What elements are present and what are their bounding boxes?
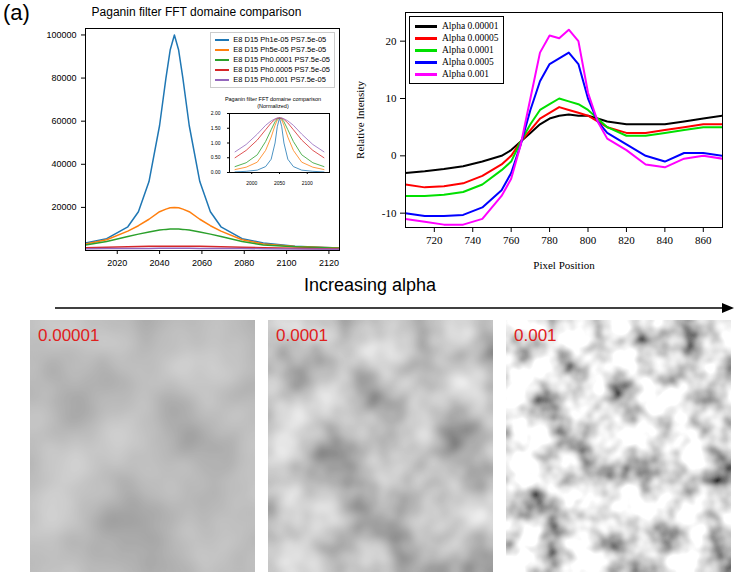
html-text:E8 D15 Ph0.001 PS7.5e-05: E8 D15 Ph0.001 PS7.5e-05 — [233, 75, 326, 84]
svg-text:780: 780 — [541, 234, 558, 246]
svg-text:2050: 2050 — [274, 180, 285, 186]
svg-text:80000: 80000 — [51, 73, 76, 83]
html-text:0.00001: 0.00001 — [38, 326, 100, 345]
html-text:0.0001: 0.0001 — [276, 326, 328, 345]
html-text:E8 D15 Ph0.0005 PS7.5e-05: E8 D15 Ph0.0005 PS7.5e-05 — [233, 65, 330, 74]
svg-text:2000: 2000 — [246, 180, 257, 186]
html-text:Increasing alpha: Increasing alpha — [304, 275, 436, 295]
svg-text:2080: 2080 — [234, 258, 254, 268]
svg-text:2040: 2040 — [150, 258, 170, 268]
svg-text:20000: 20000 — [51, 202, 76, 212]
svg-text:2120: 2120 — [319, 258, 339, 268]
html-text:Paganin filter FFT domaine com: Paganin filter FFT domaine comparison (N… — [224, 96, 322, 109]
svg-text:800: 800 — [580, 234, 597, 246]
svg-text:10: 10 — [386, 92, 398, 104]
svg-text:1.50: 1.50 — [211, 125, 221, 131]
html-text:(a): (a) — [3, 0, 30, 25]
svg-text:-10: -10 — [382, 207, 397, 219]
svg-text:100000: 100000 — [46, 30, 76, 40]
svg-text:40000: 40000 — [51, 159, 76, 169]
html-text:0.001: 0.001 — [514, 326, 557, 345]
html-text:Alpha 0.001: Alpha 0.001 — [442, 69, 489, 79]
svg-text:2.00: 2.00 — [211, 110, 221, 116]
svg-text:860: 860 — [695, 234, 712, 246]
html-text:Alpha 0.0005: Alpha 0.0005 — [442, 57, 494, 67]
html-text:E8 D15 Ph1e-05 PS7.5e-05: E8 D15 Ph1e-05 PS7.5e-05 — [233, 35, 327, 44]
svg-text:760: 760 — [503, 234, 520, 246]
svg-text:0.50: 0.50 — [211, 154, 221, 160]
svg-text:1.00: 1.00 — [211, 140, 221, 146]
html-text:Alpha 0.0001: Alpha 0.0001 — [442, 45, 494, 55]
html-text:Alpha 0.00001: Alpha 0.00001 — [442, 21, 499, 31]
svg-text:Pixel Position: Pixel Position — [533, 259, 595, 271]
html-text:E8 D15 Ph0.0001 PS7.5e-05: E8 D15 Ph0.0001 PS7.5e-05 — [233, 55, 330, 64]
svg-text:740: 740 — [464, 234, 481, 246]
html-text:Alpha 0.00005: Alpha 0.00005 — [442, 33, 499, 43]
svg-text:0: 0 — [391, 149, 397, 161]
svg-text:2100: 2100 — [277, 258, 297, 268]
svg-text:0.00: 0.00 — [211, 169, 221, 175]
svg-text:Relative Intensity: Relative Intensity — [354, 81, 366, 159]
html-text:E8 D15 Ph5e-05 PS7.5e-05: E8 D15 Ph5e-05 PS7.5e-05 — [233, 45, 327, 54]
svg-text:2020: 2020 — [107, 258, 127, 268]
svg-text:20: 20 — [386, 35, 398, 47]
html-text:Paganin filter FFT domaine com: Paganin filter FFT domaine comparison — [91, 5, 302, 19]
svg-text:60000: 60000 — [51, 116, 76, 126]
svg-text:2100: 2100 — [302, 180, 313, 186]
svg-text:720: 720 — [426, 234, 443, 246]
svg-text:2060: 2060 — [192, 258, 212, 268]
svg-text:840: 840 — [657, 234, 674, 246]
svg-text:820: 820 — [618, 234, 635, 246]
